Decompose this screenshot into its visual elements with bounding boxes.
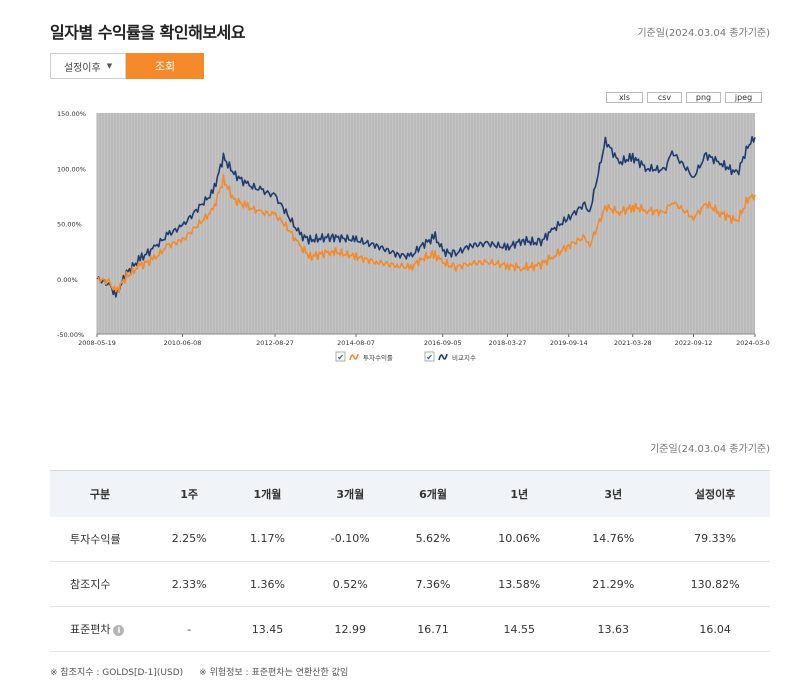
y-tick-label: 100.00%	[57, 165, 86, 173]
table-cell: 79.33%	[660, 516, 770, 562]
table-cell: 14.55	[472, 606, 567, 652]
col-header: 1주	[150, 470, 229, 517]
x-tick-label: 2014-08-07	[337, 339, 375, 347]
row-label: 투자수익률	[50, 516, 150, 562]
export-jpeg-button[interactable]: jpeg	[725, 92, 762, 103]
legend-checkbox	[335, 351, 346, 362]
table-cell: 1.17%	[228, 516, 307, 562]
chevron-down-icon: ▼	[106, 62, 113, 70]
x-tick-label: 2012-08-27	[256, 339, 294, 347]
table-cell: 13.58%	[472, 561, 567, 607]
col-header: 설정이후	[660, 470, 770, 517]
row-label-stddev: 표준편차 i	[50, 606, 150, 652]
col-header: 1개월	[228, 470, 307, 517]
x-tick-label: 2019-09-14	[550, 339, 588, 347]
period-select-value: 설정이후	[63, 62, 101, 74]
chart-svg: 150.00% 100.00% 50.00% 0.00% -50.00%2008-05-…	[57, 110, 774, 362]
col-header: 6개월	[393, 470, 473, 517]
footnotes: ※ 참조지수 : GOLDS[D-1](USD) ※ 위험정보 : 표준편차는 …	[50, 665, 348, 678]
export-csv-button[interactable]: csv	[647, 92, 682, 103]
table-cell: 16.04	[660, 606, 770, 652]
legend-checkbox	[424, 351, 435, 362]
controls-bar: 설정이후 ▼ 조회	[50, 53, 204, 79]
table-cell: -0.10%	[306, 516, 394, 562]
return-chart: 150.00% 100.00% 50.00% 0.00% -50.00% 2008-05-…	[40, 90, 774, 380]
table-cell: 0.52%	[306, 561, 394, 607]
x-tick-label: 2018-03-27	[489, 339, 527, 347]
col-header: 3년	[566, 470, 661, 517]
plot-background	[97, 113, 755, 334]
x-tick-label: 2008-05-19	[78, 339, 116, 347]
y-tick-label: 150.00%	[57, 110, 86, 118]
table-row: 표준편차 i - 13.45 12.99 16.71 14.55 13.63 16…	[50, 606, 770, 652]
table-header-row: 구분 1주 1개월 3개월 6개월 1년 3년 설정이후	[50, 470, 770, 517]
y-tick-label: 50.00%	[57, 221, 82, 229]
info-icon[interactable]: i	[113, 624, 125, 636]
legend-swatch	[438, 353, 448, 361]
series-line	[96, 173, 756, 293]
search-button[interactable]: 조회	[126, 53, 204, 79]
legend-label: 투자수익률	[363, 353, 393, 362]
table-cell: 2.33%	[150, 561, 229, 607]
table-cell: 13.45	[228, 606, 307, 652]
x-tick-label: 2024-03-04	[736, 339, 770, 347]
x-tick-label: 2010-06-08	[164, 339, 202, 347]
table-cell: 13.63	[566, 606, 661, 652]
row-label: 표준편차	[70, 623, 111, 636]
table-cell: 12.99	[306, 606, 394, 652]
table-cell: 5.62%	[393, 516, 473, 562]
export-png-button[interactable]: png	[686, 92, 721, 103]
x-tick-label: 2016-09-05	[424, 339, 462, 347]
x-tick-label: 2021-03-28	[614, 339, 652, 347]
table-cell: -	[150, 606, 229, 652]
y-tick-label: -50.00%	[57, 331, 84, 339]
check-icon: ✔	[337, 353, 344, 362]
performance-table: 구분 1주 1개월 3개월 6개월 1년 3년 설정이후 투자수익률 2.25%…	[50, 470, 770, 652]
series-line	[96, 136, 756, 298]
period-select[interactable]: 설정이후 ▼	[50, 53, 126, 79]
table-cell: 10.06%	[472, 516, 567, 562]
y-tick-label: 0.00%	[57, 276, 78, 284]
table-cell: 21.29%	[566, 561, 661, 607]
legend-swatch	[349, 353, 359, 361]
table-cell: 2.25%	[150, 516, 229, 562]
table-cell: 16.71	[393, 606, 473, 652]
table-cell: 130.82%	[660, 561, 770, 607]
col-header: 구분	[50, 470, 150, 517]
export-xls-button[interactable]: xls	[606, 92, 643, 103]
table-cell: 7.36%	[393, 561, 473, 607]
footnote-reference: ※ 참조지수 : GOLDS[D-1](USD)	[50, 668, 184, 678]
footnote-risk: ※ 위험정보 : 표준편차는 연환산한 값임	[199, 668, 349, 678]
col-header: 3개월	[306, 470, 394, 517]
table-base-date: 기준일(24.03.04 종가기준)	[650, 444, 770, 455]
table-cell: 14.76%	[566, 516, 661, 562]
col-header: 1년	[472, 470, 567, 517]
table-row: 투자수익률 2.25% 1.17% -0.10% 5.62% 10.06% 14…	[50, 516, 770, 562]
table-row: 참조지수 2.33% 1.36% 0.52% 7.36% 13.58% 21.2…	[50, 561, 770, 607]
legend-label: 비교지수	[452, 353, 476, 362]
row-label: 참조지수	[50, 561, 150, 607]
check-icon: ✔	[426, 353, 433, 362]
page-title: 일자별 수익률을 확인해보세요	[50, 23, 246, 42]
base-date-label: 기준일(2024.03.04 종가기준)	[637, 28, 770, 39]
x-tick-label: 2022-09-12	[675, 339, 713, 347]
table-cell: 1.36%	[228, 561, 307, 607]
